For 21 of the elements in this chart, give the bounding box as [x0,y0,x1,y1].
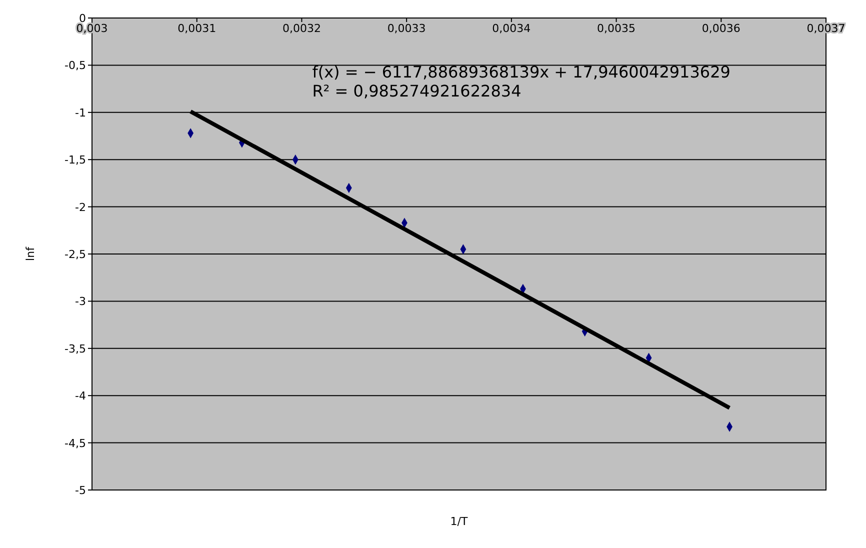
y-axis-title: lnf [24,246,37,261]
x-tick-label: 0,0034 [492,22,531,35]
x-axis-title: 1/T [450,515,468,528]
x-tick-label: 0,0032 [282,22,321,35]
y-tick-label: -3,5 [64,342,86,356]
annotation: f(x) = − 6117,88689368139x + 17,9460042913629 [312,62,730,82]
y-tick-label: -2 [75,200,86,214]
y-tick-label: -1,5 [64,154,86,167]
x-tick-label: 0,0036 [702,22,740,35]
y-tick-label: -2,5 [64,248,86,261]
y-tick-label: -3 [75,295,86,308]
y-tick-label: -4 [75,390,86,403]
y-tick-label: -5 [75,484,86,497]
x-tick-label: 0,0035 [597,22,636,35]
y-tick-label: -1 [75,106,86,120]
x-tick-label: 0,0033 [387,22,426,35]
y-tick-label: -4,5 [64,436,86,450]
y-tick-label: 0 [79,12,86,25]
y-tick-label: -0,5 [64,59,86,72]
annotation: R² = 0,985274921622834 [312,81,522,100]
x-tick-label: 0,0031 [178,22,216,35]
